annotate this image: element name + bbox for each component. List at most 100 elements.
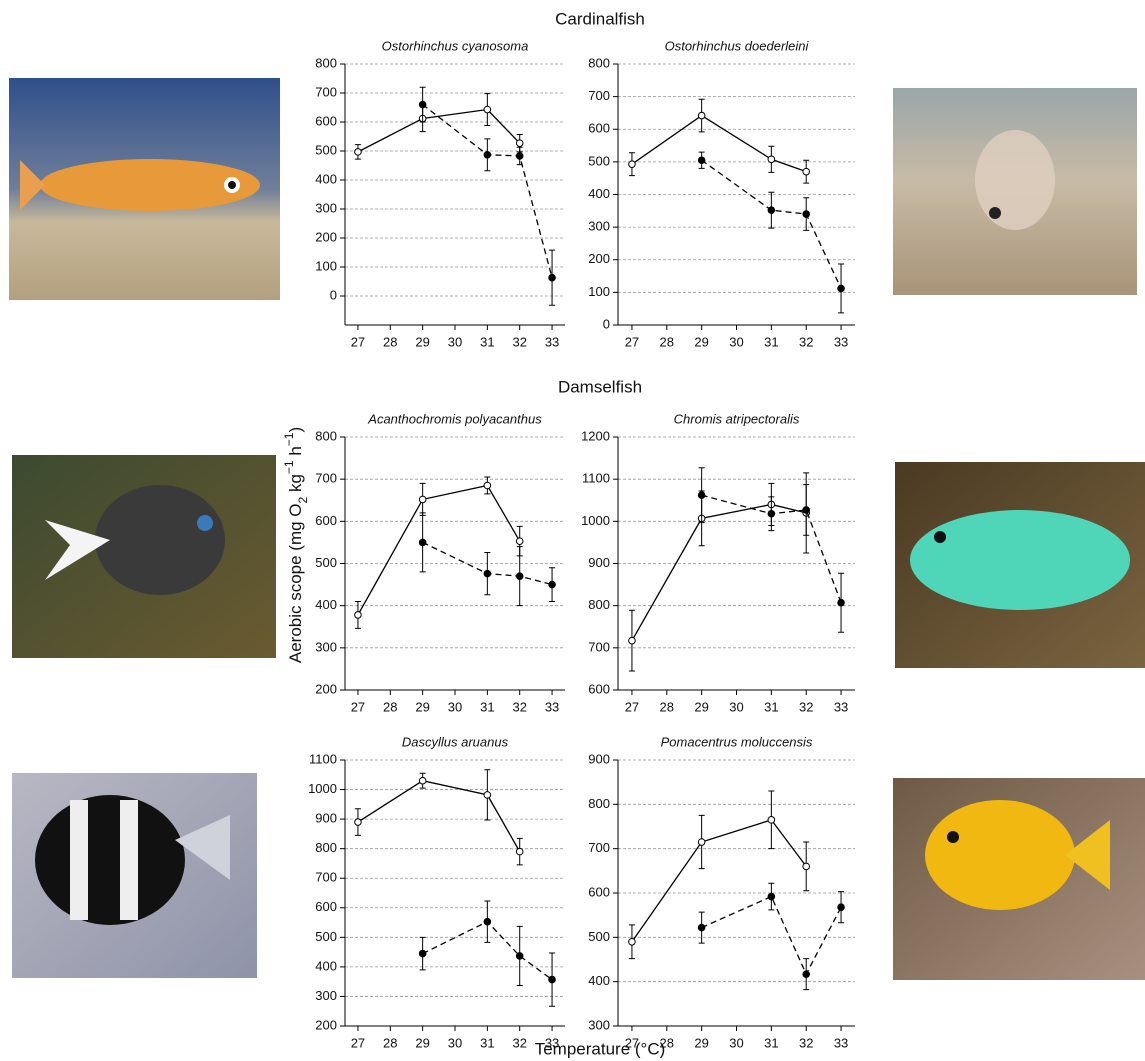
- data-point: [628, 636, 636, 645]
- series-line: [422, 541, 553, 586]
- y-label-part: kg: [286, 474, 305, 497]
- x-tick-label: 33: [545, 1035, 559, 1050]
- y-tick-label: 400: [315, 597, 337, 612]
- y-tick-label: 600: [588, 884, 610, 899]
- data-point: [354, 611, 362, 619]
- x-tick-label: 28: [660, 1035, 674, 1050]
- panel-title: Ostorhinchus cyanosoma: [382, 38, 529, 53]
- y-tick-label: 800: [315, 55, 337, 70]
- data-point: [697, 838, 706, 846]
- x-tick-label: 31: [480, 699, 494, 714]
- y-tick-label: 600: [315, 113, 337, 128]
- y-tick-label: 100: [588, 284, 610, 299]
- x-axis-label: Temperature (°C): [535, 1039, 666, 1058]
- x-tick-label: 30: [448, 1035, 462, 1050]
- data-point: [515, 847, 524, 856]
- x-tick-label: 28: [660, 334, 674, 349]
- y-tick-label: 800: [315, 840, 337, 855]
- y-tick-label: 1100: [582, 471, 610, 486]
- x-tick-label: 29: [694, 334, 708, 349]
- series-line: [422, 920, 553, 981]
- panel-title: Pomacentrus moluccensis: [661, 734, 813, 749]
- x-tick-label: 31: [480, 1035, 494, 1050]
- x-tick-label: 32: [799, 1035, 813, 1050]
- data-point: [483, 105, 492, 114]
- data-point: [354, 148, 362, 156]
- x-tick-label: 33: [834, 1035, 848, 1050]
- series-line: [357, 484, 521, 616]
- data-point: [802, 970, 811, 978]
- x-tick-label: 32: [512, 699, 526, 714]
- y-tick-label: 500: [315, 929, 337, 944]
- y-tick-label: 600: [315, 899, 337, 914]
- y-tick-label: 700: [315, 870, 337, 885]
- photo-chromis: [895, 462, 1145, 668]
- y-tick-label: 300: [315, 639, 337, 654]
- y-tick-label: 600: [588, 681, 610, 696]
- y-tick-label: 400: [588, 973, 610, 988]
- data-point: [515, 572, 524, 580]
- y-tick-label: 400: [315, 958, 337, 973]
- y-tick-label: 200: [315, 681, 337, 696]
- y-tick-label: 1000: [581, 513, 610, 528]
- y-tick-label: 700: [588, 639, 610, 654]
- x-tick-label: 29: [415, 1035, 429, 1050]
- y-tick-label: 200: [315, 229, 337, 244]
- x-tick-label: 32: [512, 1035, 526, 1050]
- data-point: [418, 776, 427, 785]
- y-tick-label: 300: [315, 200, 337, 215]
- data-point: [515, 152, 524, 160]
- panel-title: Ostorhinchus doederleini: [665, 38, 810, 53]
- series-line: [701, 159, 842, 289]
- data-point: [837, 903, 845, 911]
- data-point: [515, 537, 524, 545]
- x-tick-label: 29: [415, 334, 429, 349]
- data-point: [515, 952, 524, 960]
- y-label-part: 2: [296, 496, 310, 503]
- x-tick-label: 30: [448, 699, 462, 714]
- series-line: [631, 819, 807, 943]
- photo-acanthochromis: [12, 455, 276, 658]
- y-tick-label: 500: [588, 929, 610, 944]
- data-point: [767, 155, 776, 164]
- y-tick-label: 700: [588, 88, 610, 103]
- x-tick-label: 33: [834, 699, 848, 714]
- y-tick-label: 200: [588, 251, 610, 266]
- series-line: [357, 779, 521, 852]
- photo-doederleini: [893, 88, 1137, 295]
- y-label-part: Aerobic scope (mg O: [286, 503, 305, 663]
- x-tick-label: 27: [351, 699, 365, 714]
- y-tick-label: 1200: [581, 428, 610, 443]
- data-point: [548, 975, 556, 984]
- data-point: [354, 818, 362, 826]
- y-tick-label: 600: [588, 121, 610, 136]
- x-tick-label: 33: [834, 334, 848, 349]
- y-tick-label: 900: [588, 751, 610, 766]
- y-tick-label: 800: [315, 428, 337, 443]
- data-point: [418, 495, 427, 504]
- photo-cyanosoma: [9, 78, 280, 300]
- data-point: [628, 160, 636, 168]
- y-tick-label: 900: [588, 555, 610, 570]
- data-point: [418, 949, 427, 958]
- y-tick-label: 0: [603, 316, 610, 331]
- y-tick-label: 300: [588, 1017, 610, 1032]
- panel-title: Dascyllus aruanus: [402, 734, 509, 749]
- x-tick-label: 31: [764, 334, 778, 349]
- y-tick-label: 1000: [308, 781, 337, 796]
- y-tick-label: 800: [588, 597, 610, 612]
- group-title: Damselfish: [558, 377, 642, 396]
- x-tick-label: 28: [660, 699, 674, 714]
- y-tick-label: 700: [315, 471, 337, 486]
- y-tick-label: 0: [330, 287, 337, 302]
- data-point: [767, 816, 776, 824]
- data-point: [837, 284, 845, 293]
- x-tick-label: 33: [545, 699, 559, 714]
- x-tick-label: 27: [351, 334, 365, 349]
- series-line: [631, 503, 807, 641]
- y-label-part: −1: [282, 432, 296, 446]
- y-axis-label: Aerobic scope (mg O2 kg−1 h−1): [282, 427, 310, 663]
- x-tick-label: 32: [799, 699, 813, 714]
- y-tick-label: 500: [315, 555, 337, 570]
